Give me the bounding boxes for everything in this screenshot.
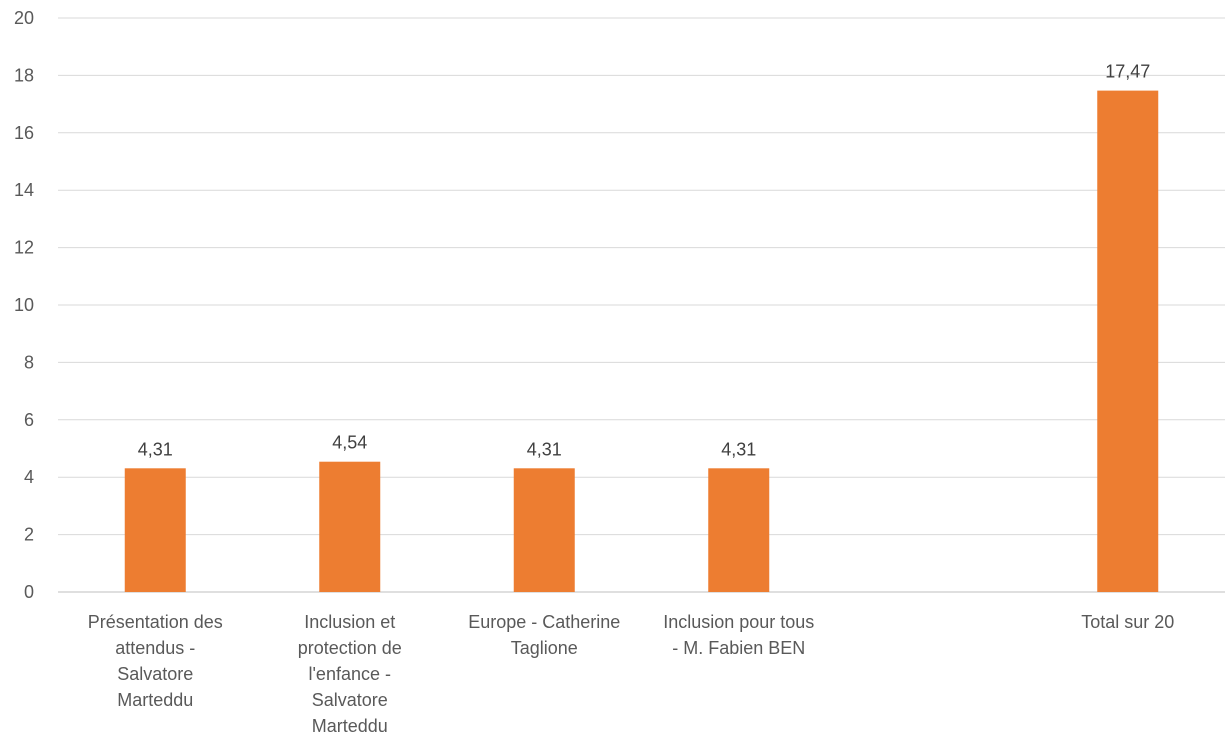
gridlines — [58, 17, 1225, 593]
category-label: - M. Fabien BEN — [672, 638, 805, 658]
category-label: Marteddu — [312, 716, 388, 736]
category-label: attendus - — [115, 638, 195, 658]
y-tick-label: 16 — [14, 123, 34, 143]
y-tick-label: 12 — [14, 238, 34, 258]
data-label: 4,31 — [138, 439, 173, 459]
y-tick-label: 18 — [14, 65, 34, 85]
data-label: 4,31 — [721, 439, 756, 459]
y-tick-label: 0 — [24, 582, 34, 602]
category-label: Inclusion pour tous — [663, 612, 814, 632]
data-label: 4,31 — [527, 439, 562, 459]
bars — [124, 90, 1159, 593]
bar — [124, 468, 186, 592]
category-label: l'enfance - — [309, 664, 392, 684]
category-label: Salvatore — [312, 690, 388, 710]
y-tick-label: 8 — [24, 352, 34, 372]
y-axis-tick-labels: 0 2 4 6 8 10 12 14 16 18 20 — [14, 8, 34, 602]
category-label: Taglione — [511, 638, 578, 658]
x-axis-category-labels: Présentation des attendus - Salvatore Marte… — [88, 612, 1175, 736]
y-tick-label: 20 — [14, 8, 34, 28]
category-label: Présentation des — [88, 612, 223, 632]
data-labels: 4,31 4,54 4,31 4,31 17,47 — [138, 62, 1151, 460]
category-label: protection de — [298, 638, 402, 658]
category-label: Salvatore — [117, 664, 193, 684]
y-tick-label: 4 — [24, 467, 34, 487]
bar — [708, 468, 770, 592]
y-tick-label: 14 — [14, 180, 34, 200]
y-tick-label: 2 — [24, 525, 34, 545]
category-label: Total sur 20 — [1081, 612, 1174, 632]
bar — [319, 461, 381, 592]
y-tick-label: 6 — [24, 410, 34, 430]
category-label: Marteddu — [117, 690, 193, 710]
category-label: Inclusion et — [304, 612, 395, 632]
bar — [513, 468, 575, 592]
category-label: Europe - Catherine — [468, 612, 620, 632]
data-label: 4,54 — [332, 433, 367, 453]
data-label: 17,47 — [1105, 62, 1150, 82]
y-tick-label: 10 — [14, 295, 34, 315]
bar — [1097, 90, 1159, 593]
